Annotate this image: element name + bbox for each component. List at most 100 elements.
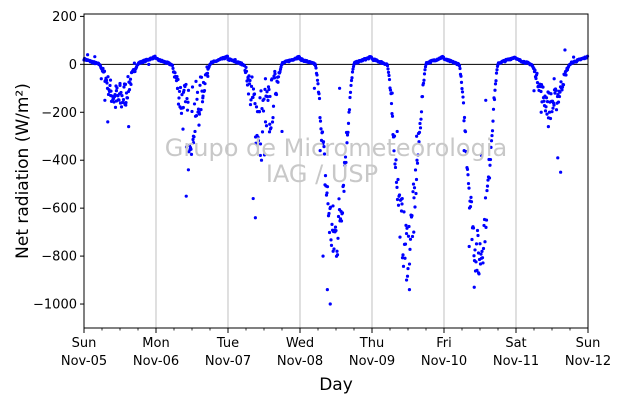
data-point [408, 237, 413, 241]
data-point [406, 266, 410, 271]
data-point [325, 288, 329, 292]
data-point [249, 98, 253, 102]
data-point [417, 140, 421, 144]
data-point [193, 129, 197, 134]
data-point [415, 134, 419, 138]
x-tick-label-date: Nov-09 [349, 354, 395, 369]
data-point [393, 162, 397, 166]
data-point [259, 89, 263, 93]
data-point [404, 223, 408, 227]
data-point [554, 88, 558, 92]
data-point [106, 75, 110, 79]
data-point [561, 83, 566, 87]
data-point [127, 88, 132, 92]
data-point [132, 61, 136, 65]
data-point [99, 77, 103, 81]
data-point [114, 89, 118, 93]
data-point [233, 57, 237, 62]
data-point [476, 251, 481, 255]
data-point [462, 115, 467, 120]
data-point [267, 87, 271, 92]
data-point [113, 105, 118, 109]
data-point [186, 88, 191, 92]
data-point [260, 130, 265, 134]
data-point [404, 278, 409, 282]
data-point [563, 48, 567, 52]
data-point [572, 55, 576, 59]
data-point [202, 88, 207, 93]
data-point [475, 228, 480, 233]
data-point [348, 90, 353, 94]
data-point [400, 256, 405, 260]
data-point [491, 107, 496, 111]
data-point [264, 124, 269, 128]
data-point [551, 106, 555, 110]
x-axis: Sun Nov-05 Mon Nov-06 Tue Nov-07 Wed Nov-08 Thu N… [61, 328, 611, 369]
data-point [479, 252, 483, 256]
data-point [181, 105, 185, 110]
data-point [338, 86, 342, 90]
data-point [125, 96, 130, 100]
data-point [113, 93, 117, 97]
data-point [328, 205, 333, 209]
data-point [133, 69, 137, 74]
data-point [120, 94, 124, 98]
data-point [476, 233, 480, 238]
data-point [467, 244, 471, 249]
data-point [387, 77, 392, 82]
data-point [542, 99, 546, 103]
data-point [478, 242, 482, 246]
data-point [469, 200, 474, 204]
data-point [176, 77, 180, 82]
data-point [417, 130, 422, 135]
data-point [259, 158, 264, 162]
data-point [462, 149, 466, 153]
data-point [345, 133, 350, 137]
data-point [112, 100, 116, 104]
data-point [314, 66, 318, 70]
data-point [422, 72, 427, 76]
y-tick-label: −200 [41, 106, 77, 121]
data-point [105, 81, 109, 85]
data-point [539, 89, 543, 94]
data-point [487, 176, 492, 180]
data-point [123, 82, 128, 86]
data-point [395, 197, 400, 202]
data-point [559, 80, 563, 84]
data-point [267, 130, 272, 134]
data-point [106, 120, 110, 124]
x-tick-label-day: Thu [359, 336, 384, 351]
data-point [272, 76, 277, 80]
data-point [387, 73, 391, 78]
data-point [493, 82, 498, 86]
data-point [547, 110, 552, 114]
data-point [326, 202, 330, 206]
x-tick-label-day: Fri [436, 336, 452, 351]
data-point [318, 119, 323, 123]
x-tick-label-date: Nov-06 [133, 354, 179, 369]
data-point [484, 218, 489, 222]
data-point [351, 67, 355, 71]
data-point [560, 88, 564, 92]
data-point [247, 82, 252, 86]
data-point [488, 163, 492, 167]
data-point [127, 125, 131, 129]
data-point [419, 117, 423, 121]
data-point [263, 120, 268, 124]
data-point [265, 95, 270, 99]
data-point [316, 82, 320, 86]
data-point [418, 126, 423, 130]
data-point [254, 141, 258, 145]
data-point [342, 189, 346, 193]
data-point [492, 97, 497, 102]
data-point [535, 81, 540, 85]
data-point [392, 134, 397, 138]
data-point [552, 103, 556, 107]
data-point [474, 242, 479, 246]
data-point [553, 91, 557, 95]
data-point [421, 81, 426, 85]
data-point [276, 75, 281, 79]
data-point [471, 226, 476, 230]
data-point [491, 119, 495, 123]
data-point [101, 66, 105, 71]
